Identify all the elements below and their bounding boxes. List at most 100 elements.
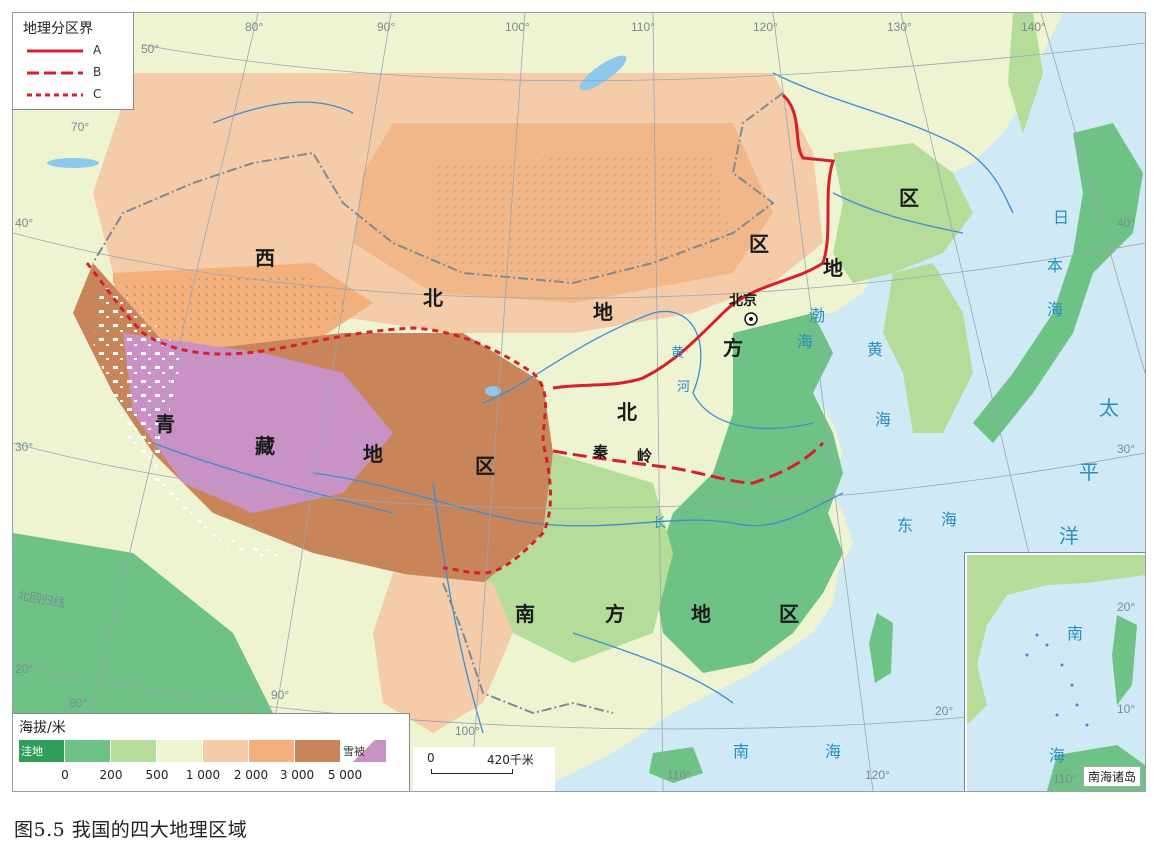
boundary-a bbox=[552, 93, 835, 390]
yarlung-river bbox=[152, 442, 394, 514]
meridian-80 bbox=[72, 13, 259, 791]
swatch-0-200 bbox=[65, 740, 111, 762]
nw-label-4: 区 bbox=[749, 232, 769, 256]
elev-tick-0: 0 bbox=[61, 768, 69, 782]
n-label-2: 方 bbox=[723, 336, 743, 360]
swatch-3000-5000 bbox=[295, 740, 341, 762]
south-hills bbox=[483, 453, 673, 663]
beijing-inner bbox=[749, 317, 753, 321]
beijing-label: 北京 bbox=[729, 292, 757, 309]
tibet-snow-zone bbox=[123, 333, 393, 513]
yellow-river bbox=[482, 310, 814, 430]
elev-tick-4: 2 000 bbox=[233, 768, 269, 782]
yangtze-river bbox=[312, 472, 844, 527]
inset-sea-1: 南 bbox=[1067, 624, 1083, 643]
lon-label-130-top: 130° bbox=[887, 20, 912, 34]
qt-label-4: 区 bbox=[475, 454, 495, 478]
swatch-500-1000 bbox=[157, 740, 203, 762]
lat-label-20-left: 20° bbox=[15, 662, 33, 676]
lat-label-40-right: 40° bbox=[1117, 216, 1135, 230]
qinling-2: 岭 bbox=[637, 447, 652, 465]
nw-label-3: 地 bbox=[593, 300, 613, 324]
s-label-1: 南 bbox=[515, 602, 535, 626]
legend-line-c bbox=[27, 93, 83, 97]
northeast-plain bbox=[833, 143, 973, 283]
gobi-dots bbox=[433, 153, 733, 283]
legend-label-a: A bbox=[93, 43, 102, 57]
lat-label-40-left: 40° bbox=[15, 216, 33, 230]
nw-label-2: 北 bbox=[423, 286, 443, 310]
yellow-river-2: 河 bbox=[677, 380, 690, 395]
south-sea-inset: 南 海 20° 10° 110° 南海诸岛 bbox=[964, 552, 1145, 791]
meridian-90 bbox=[262, 13, 392, 791]
s-label-4: 区 bbox=[779, 602, 799, 626]
parallel-20 bbox=[13, 662, 1014, 730]
lon-label-100-bottom: 100° bbox=[455, 724, 480, 738]
beijing-marker: 北京 bbox=[729, 292, 758, 326]
elev-tick-3: 1 000 bbox=[185, 768, 221, 782]
taiwan-island bbox=[869, 613, 893, 683]
swatch-snow: 雪被 bbox=[341, 740, 387, 762]
lat-label-30-left: 30° bbox=[15, 440, 33, 454]
legend-line-a bbox=[27, 49, 83, 53]
qinling-1: 秦 bbox=[592, 443, 609, 461]
meridian-120 bbox=[772, 13, 874, 791]
pacific-1: 太 bbox=[1099, 396, 1119, 420]
yangtze-label: 长 bbox=[653, 516, 666, 531]
n-label-3: 地 bbox=[823, 256, 843, 280]
parallel-50 bbox=[142, 42, 1145, 82]
inset-lon-110: 110° bbox=[1053, 772, 1077, 786]
nw-label-1: 西 bbox=[255, 246, 275, 270]
elev-tick-2: 500 bbox=[145, 768, 169, 782]
snow-label: 雪被 bbox=[343, 745, 365, 758]
scale-right-label: 420千米 bbox=[487, 753, 534, 767]
lowland-label: 洼地 bbox=[21, 745, 43, 758]
meridian-110 bbox=[652, 13, 664, 791]
irtysh-river bbox=[212, 101, 354, 124]
boundary-legend: 地理分区界 A B C bbox=[13, 13, 134, 110]
japan-sea-2: 本 bbox=[1047, 256, 1063, 275]
elevation-title: 海拔/米 bbox=[19, 720, 66, 736]
tibet-snow-spots bbox=[93, 273, 313, 563]
scale-line bbox=[431, 769, 513, 774]
legend-title: 地理分区界 bbox=[23, 21, 93, 37]
boundary-c bbox=[85, 262, 552, 575]
lat-label-20-right: 20° bbox=[935, 704, 953, 718]
south-sea-1: 南 bbox=[733, 742, 749, 761]
qt-label-2: 藏 bbox=[255, 434, 275, 458]
legend-line-b bbox=[27, 71, 83, 75]
east-lowland bbox=[653, 313, 843, 673]
swatch-2000-3000 bbox=[249, 740, 295, 762]
japan-sea-3: 海 bbox=[1047, 300, 1063, 319]
lon-label-110-top: 110° bbox=[631, 20, 655, 34]
east-sea-2: 海 bbox=[941, 510, 957, 529]
lakes bbox=[47, 55, 627, 396]
lon-label-90-top: 90° bbox=[377, 20, 395, 34]
boundary-b bbox=[552, 441, 825, 485]
inset-label: 南海诸岛 bbox=[1082, 766, 1141, 787]
lat-label-70-left: 70° bbox=[71, 120, 89, 134]
bohai-2: 海 bbox=[797, 332, 813, 351]
pacific-2: 平 bbox=[1079, 460, 1099, 484]
lon-label-110-bottom: 110° bbox=[667, 768, 691, 782]
meridian-140 bbox=[1040, 13, 1145, 374]
east-sea-1: 东 bbox=[897, 516, 913, 535]
parallel-30 bbox=[13, 442, 1145, 509]
swatch-1000-2000 bbox=[203, 740, 249, 762]
map-frame: 西 北 地 区 北 方 地 区 青 藏 地 区 南 方 地 区 北京 秦 岭 黄 bbox=[12, 12, 1146, 792]
lon-label-80-top: 80° bbox=[245, 20, 263, 34]
yellow-sea-1: 黄 bbox=[867, 340, 883, 359]
elev-tick-6: 5 000 bbox=[327, 768, 363, 782]
qinghai-lake bbox=[485, 386, 501, 396]
balkhash-lake bbox=[47, 158, 99, 168]
lat-label-50-left: 50° bbox=[141, 42, 159, 56]
rivers bbox=[152, 72, 1014, 734]
legend-row-b: B bbox=[25, 65, 125, 85]
inset-sea-2: 海 bbox=[1049, 746, 1065, 765]
s-label-3: 地 bbox=[691, 602, 711, 626]
lon-label-120-bottom: 120° bbox=[865, 768, 890, 782]
qt-label-1: 青 bbox=[155, 412, 175, 436]
s-label-2: 方 bbox=[605, 602, 625, 626]
lon-label-100-top: 100° bbox=[505, 20, 530, 34]
south-sea-2: 海 bbox=[825, 742, 841, 761]
